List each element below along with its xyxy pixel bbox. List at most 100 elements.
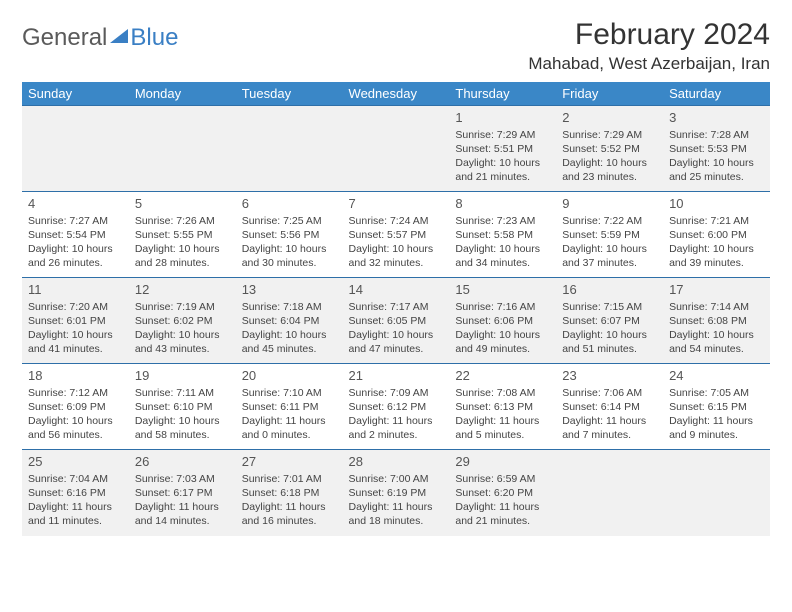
sunrise-text: Sunrise: 7:08 AM: [455, 386, 550, 400]
daylight-text-2: and 18 minutes.: [349, 514, 444, 528]
daylight-text-1: Daylight: 11 hours: [242, 500, 337, 514]
sunset-text: Sunset: 5:52 PM: [562, 142, 657, 156]
calendar-table: Sunday Monday Tuesday Wednesday Thursday…: [22, 82, 770, 536]
day-number: 7: [349, 195, 444, 213]
daylight-text-1: Daylight: 11 hours: [455, 414, 550, 428]
daylight-text-1: Daylight: 10 hours: [669, 156, 764, 170]
day-number: 20: [242, 367, 337, 385]
sunrise-text: Sunrise: 7:11 AM: [135, 386, 230, 400]
daylight-text-2: and 39 minutes.: [669, 256, 764, 270]
sunset-text: Sunset: 6:19 PM: [349, 486, 444, 500]
sunrise-text: Sunrise: 7:28 AM: [669, 128, 764, 142]
sunrise-text: Sunrise: 6:59 AM: [455, 472, 550, 486]
sunrise-text: Sunrise: 7:01 AM: [242, 472, 337, 486]
day-number: 28: [349, 453, 444, 471]
calendar-week-row: 11Sunrise: 7:20 AMSunset: 6:01 PMDayligh…: [22, 278, 770, 364]
calendar-day-cell: 9Sunrise: 7:22 AMSunset: 5:59 PMDaylight…: [556, 192, 663, 278]
daylight-text-2: and 21 minutes.: [455, 170, 550, 184]
sunset-text: Sunset: 5:55 PM: [135, 228, 230, 242]
daylight-text-2: and 23 minutes.: [562, 170, 657, 184]
sunset-text: Sunset: 6:17 PM: [135, 486, 230, 500]
calendar-day-cell: [129, 106, 236, 192]
sunrise-text: Sunrise: 7:17 AM: [349, 300, 444, 314]
daylight-text-2: and 51 minutes.: [562, 342, 657, 356]
sunrise-text: Sunrise: 7:15 AM: [562, 300, 657, 314]
sunset-text: Sunset: 6:20 PM: [455, 486, 550, 500]
daylight-text-2: and 32 minutes.: [349, 256, 444, 270]
calendar-day-cell: 5Sunrise: 7:26 AMSunset: 5:55 PMDaylight…: [129, 192, 236, 278]
calendar-day-cell: 24Sunrise: 7:05 AMSunset: 6:15 PMDayligh…: [663, 364, 770, 450]
day-number: 6: [242, 195, 337, 213]
calendar-day-cell: 2Sunrise: 7:29 AMSunset: 5:52 PMDaylight…: [556, 106, 663, 192]
sunset-text: Sunset: 6:07 PM: [562, 314, 657, 328]
daylight-text-2: and 34 minutes.: [455, 256, 550, 270]
sunrise-text: Sunrise: 7:20 AM: [28, 300, 123, 314]
sunset-text: Sunset: 6:14 PM: [562, 400, 657, 414]
calendar-day-cell: 4Sunrise: 7:27 AMSunset: 5:54 PMDaylight…: [22, 192, 129, 278]
daylight-text-1: Daylight: 10 hours: [669, 242, 764, 256]
sunrise-text: Sunrise: 7:27 AM: [28, 214, 123, 228]
day-number: 3: [669, 109, 764, 127]
daylight-text-1: Daylight: 10 hours: [562, 242, 657, 256]
sunset-text: Sunset: 6:06 PM: [455, 314, 550, 328]
sunset-text: Sunset: 5:54 PM: [28, 228, 123, 242]
sunrise-text: Sunrise: 7:12 AM: [28, 386, 123, 400]
daylight-text-2: and 11 minutes.: [28, 514, 123, 528]
calendar-day-cell: [556, 450, 663, 536]
logo-text-1: General: [22, 24, 107, 52]
weekday-header-row: Sunday Monday Tuesday Wednesday Thursday…: [22, 82, 770, 106]
sunset-text: Sunset: 6:12 PM: [349, 400, 444, 414]
sunrise-text: Sunrise: 7:18 AM: [242, 300, 337, 314]
daylight-text-2: and 14 minutes.: [135, 514, 230, 528]
sunset-text: Sunset: 6:11 PM: [242, 400, 337, 414]
calendar-day-cell: [663, 450, 770, 536]
daylight-text-2: and 54 minutes.: [669, 342, 764, 356]
col-wednesday: Wednesday: [343, 82, 450, 106]
daylight-text-1: Daylight: 11 hours: [455, 500, 550, 514]
sunrise-text: Sunrise: 7:16 AM: [455, 300, 550, 314]
daylight-text-2: and 7 minutes.: [562, 428, 657, 442]
daylight-text-1: Daylight: 11 hours: [349, 414, 444, 428]
day-number: 16: [562, 281, 657, 299]
sunrise-text: Sunrise: 7:25 AM: [242, 214, 337, 228]
day-number: 15: [455, 281, 550, 299]
daylight-text-1: Daylight: 10 hours: [135, 328, 230, 342]
calendar-week-row: 4Sunrise: 7:27 AMSunset: 5:54 PMDaylight…: [22, 192, 770, 278]
day-number: 21: [349, 367, 444, 385]
daylight-text-2: and 58 minutes.: [135, 428, 230, 442]
calendar-day-cell: 29Sunrise: 6:59 AMSunset: 6:20 PMDayligh…: [449, 450, 556, 536]
sunset-text: Sunset: 6:05 PM: [349, 314, 444, 328]
daylight-text-2: and 30 minutes.: [242, 256, 337, 270]
sunrise-text: Sunrise: 7:29 AM: [562, 128, 657, 142]
logo-text-2: Blue: [130, 24, 178, 52]
day-number: 4: [28, 195, 123, 213]
daylight-text-2: and 0 minutes.: [242, 428, 337, 442]
col-tuesday: Tuesday: [236, 82, 343, 106]
daylight-text-2: and 28 minutes.: [135, 256, 230, 270]
col-friday: Friday: [556, 82, 663, 106]
day-number: 1: [455, 109, 550, 127]
calendar-day-cell: 25Sunrise: 7:04 AMSunset: 6:16 PMDayligh…: [22, 450, 129, 536]
logo-triangle-icon: [110, 29, 128, 43]
daylight-text-2: and 41 minutes.: [28, 342, 123, 356]
col-saturday: Saturday: [663, 82, 770, 106]
calendar-day-cell: 27Sunrise: 7:01 AMSunset: 6:18 PMDayligh…: [236, 450, 343, 536]
daylight-text-1: Daylight: 11 hours: [349, 500, 444, 514]
sunset-text: Sunset: 6:13 PM: [455, 400, 550, 414]
sunset-text: Sunset: 5:59 PM: [562, 228, 657, 242]
page-header: General Blue February 2024 Mahabad, West…: [22, 18, 770, 74]
calendar-day-cell: 8Sunrise: 7:23 AMSunset: 5:58 PMDaylight…: [449, 192, 556, 278]
daylight-text-1: Daylight: 10 hours: [28, 242, 123, 256]
calendar-day-cell: 7Sunrise: 7:24 AMSunset: 5:57 PMDaylight…: [343, 192, 450, 278]
page-title: February 2024: [528, 18, 770, 52]
col-sunday: Sunday: [22, 82, 129, 106]
calendar-day-cell: [22, 106, 129, 192]
sunset-text: Sunset: 6:01 PM: [28, 314, 123, 328]
calendar-day-cell: 13Sunrise: 7:18 AMSunset: 6:04 PMDayligh…: [236, 278, 343, 364]
daylight-text-2: and 47 minutes.: [349, 342, 444, 356]
day-number: 9: [562, 195, 657, 213]
sunrise-text: Sunrise: 7:10 AM: [242, 386, 337, 400]
daylight-text-1: Daylight: 10 hours: [562, 328, 657, 342]
daylight-text-2: and 5 minutes.: [455, 428, 550, 442]
day-number: 25: [28, 453, 123, 471]
